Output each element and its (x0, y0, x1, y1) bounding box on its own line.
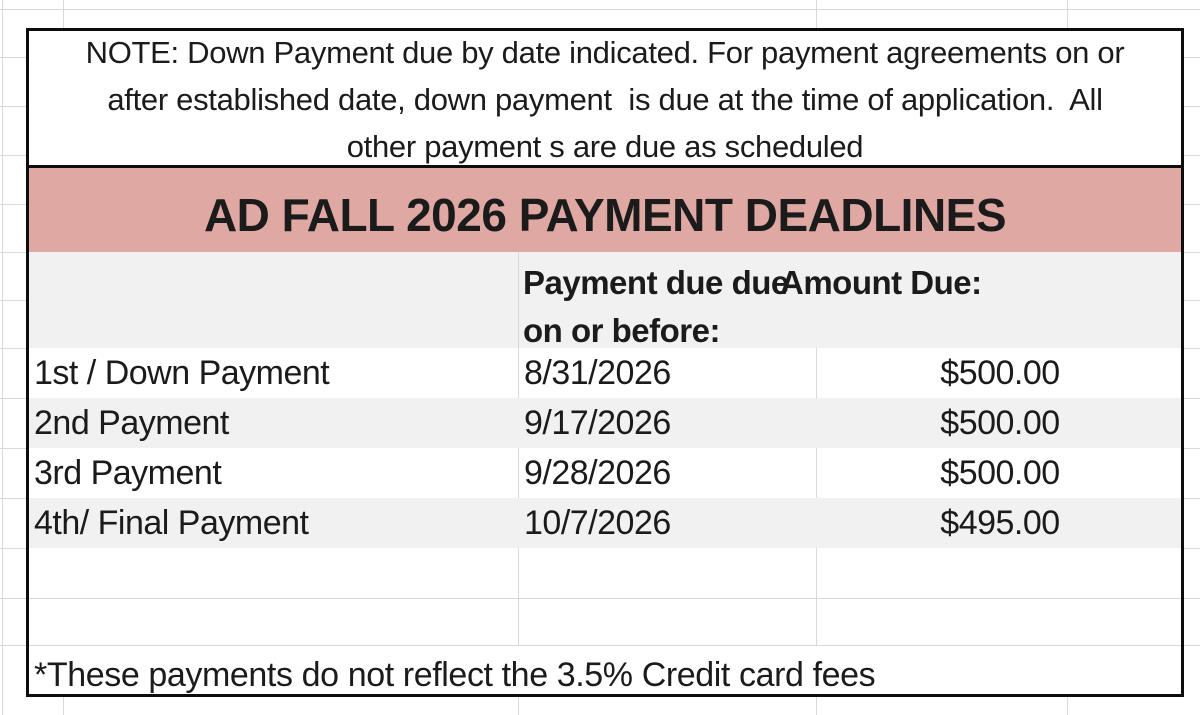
amount-due: $500.00 (940, 453, 1060, 492)
title-banner: AD FALL 2026 PAYMENT DEADLINES (26, 168, 1184, 252)
header-amount-due: Amount Due: (780, 264, 982, 301)
amount-due: $500.00 (940, 353, 1060, 392)
gridline (816, 448, 817, 498)
due-date: 9/17/2026 (524, 403, 671, 442)
note-cell: NOTE: Down Payment due by date indicated… (26, 28, 1184, 168)
header-payment-due-line1: Payment due due (523, 264, 789, 301)
payment-label: 4th/ Final Payment (34, 503, 309, 542)
empty-row (26, 548, 1184, 598)
gridline (26, 645, 1184, 646)
header-payment-due: Payment due due on or before: (523, 259, 789, 355)
due-date: 10/7/2026 (524, 503, 671, 542)
table-row: 2nd Payment 9/17/2026 $500.00 (26, 398, 1184, 448)
header-payment-due-line2: on or before: (523, 312, 720, 349)
gridline (518, 548, 519, 645)
table-row: 3rd Payment 9/28/2026 $500.00 (26, 448, 1184, 498)
note-line-3: other payment s are due as scheduled (346, 129, 864, 164)
payment-deadlines-table: NOTE: Down Payment due by date indicated… (26, 28, 1184, 697)
table-row: 4th/ Final Payment 10/7/2026 $495.00 (26, 498, 1184, 548)
page-title: AD FALL 2026 PAYMENT DEADLINES (203, 189, 1007, 241)
due-date: 8/31/2026 (524, 353, 671, 392)
due-date: 9/28/2026 (524, 453, 671, 492)
payment-label: 3rd Payment (34, 453, 222, 492)
payment-label: 2nd Payment (34, 403, 229, 442)
gridline (816, 348, 817, 398)
note-line-2: after established date, down payment is … (107, 82, 1103, 117)
gridline (26, 598, 1184, 599)
gridline (518, 348, 519, 398)
gridline (518, 252, 519, 348)
column-header-band: Payment due due on or before: Amount Due… (26, 252, 1184, 349)
gridline (816, 548, 817, 645)
table-row: 1st / Down Payment 8/31/2026 $500.00 (26, 348, 1184, 398)
gridline (518, 448, 519, 498)
amount-due: $500.00 (940, 403, 1060, 442)
amount-due: $495.00 (940, 503, 1060, 542)
payment-label: 1st / Down Payment (34, 353, 330, 392)
footnote: *These payments do not reflect the 3.5% … (26, 645, 1184, 697)
empty-row (26, 598, 1184, 645)
note-line-1: NOTE: Down Payment due by date indicated… (85, 35, 1125, 70)
